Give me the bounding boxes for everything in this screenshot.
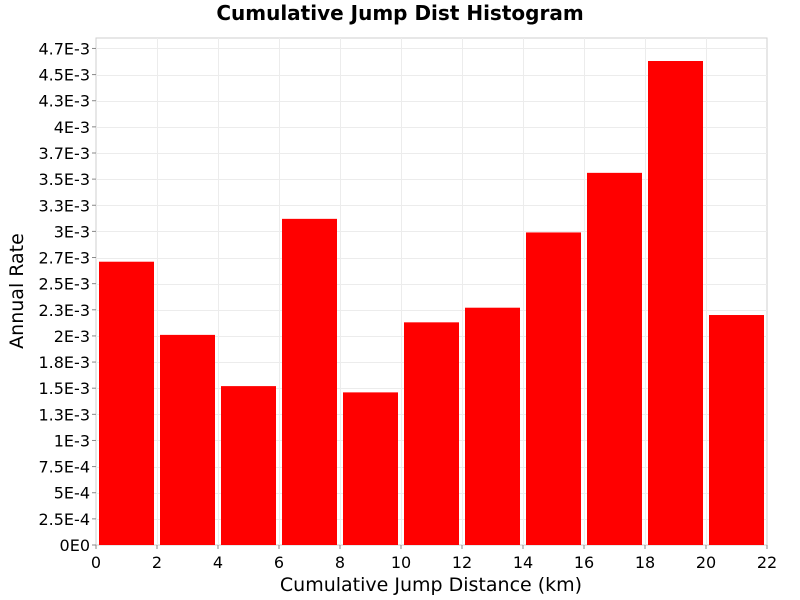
x-tick-label: 4 [213, 553, 223, 572]
y-tick-label: 2.3E-3 [38, 301, 90, 320]
x-tick-label: 0 [91, 553, 101, 572]
y-tick-label: 1.8E-3 [38, 353, 90, 372]
y-tick-label: 7.5E-4 [38, 458, 90, 477]
histogram-bar-8 [526, 232, 581, 545]
x-axis-ticks: 0 2 4 6 8 10 12 14 16 18 20 22 [91, 545, 777, 572]
x-tick-label: 6 [274, 553, 284, 572]
x-tick-label: 2 [152, 553, 162, 572]
histogram-bar-9 [587, 172, 642, 545]
histogram-bar-7 [465, 307, 520, 545]
y-tick-label: 4.3E-3 [38, 92, 90, 111]
histogram-bar-10 [648, 61, 703, 545]
histogram-bar-4 [282, 218, 337, 545]
histogram-bar-1 [99, 261, 154, 545]
y-tick-label: 3.3E-3 [38, 196, 90, 215]
x-axis-title: Cumulative Jump Distance (km) [280, 574, 582, 596]
y-tick-label: 0E0 [60, 536, 90, 555]
histogram-bar-11 [709, 315, 764, 545]
x-tick-label: 22 [757, 553, 777, 572]
y-tick-label: 1.3E-3 [38, 405, 90, 424]
x-tick-label: 10 [391, 553, 411, 572]
histogram-bar-5 [343, 392, 398, 545]
y-tick-label: 4.7E-3 [38, 39, 90, 58]
x-tick-label: 14 [513, 553, 533, 572]
y-tick-label: 1E-3 [54, 431, 90, 450]
y-tick-label: 1.5E-3 [38, 379, 90, 398]
y-axis-ticks: 0E0 2.5E-4 5E-4 7.5E-4 1E-3 1.3E-3 1.5E-3 1.8E-… [38, 39, 96, 555]
y-tick-label: 3E-3 [54, 222, 90, 241]
y-tick-label: 2.7E-3 [38, 249, 90, 268]
y-tick-label: 3.7E-3 [38, 144, 90, 163]
y-tick-label: 4E-3 [54, 118, 90, 137]
chart-title: Cumulative Jump Dist Histogram [216, 1, 583, 25]
y-tick-label: 2E-3 [54, 327, 90, 346]
x-tick-label: 16 [574, 553, 594, 572]
y-tick-label: 5E-4 [54, 484, 90, 503]
y-tick-label: 2.5E-3 [38, 275, 90, 294]
bars-group [99, 61, 764, 545]
x-tick-label: 12 [452, 553, 472, 572]
x-tick-label: 18 [635, 553, 655, 572]
y-tick-label: 4.5E-3 [38, 66, 90, 85]
histogram-bar-6 [404, 322, 459, 545]
y-axis-title: Annual Rate [6, 233, 28, 349]
histogram-bar-2 [160, 334, 215, 545]
histogram-bar-3 [221, 386, 276, 545]
y-tick-label: 2.5E-4 [38, 510, 90, 529]
x-tick-label: 20 [696, 553, 716, 572]
y-tick-label: 3.5E-3 [38, 170, 90, 189]
x-tick-label: 8 [335, 553, 345, 572]
